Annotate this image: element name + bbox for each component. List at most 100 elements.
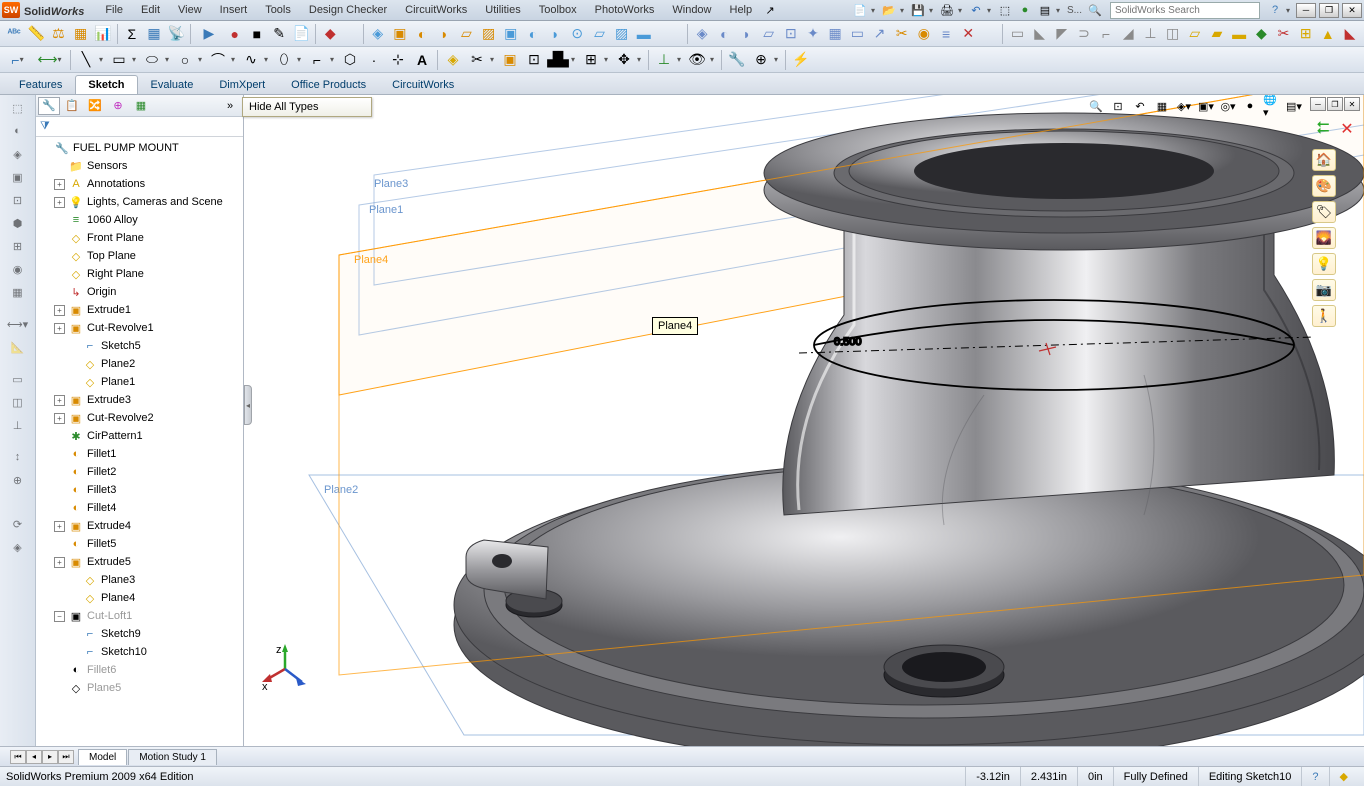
tree-item-sketch5[interactable]: ⌐Sketch5	[36, 337, 243, 355]
equations-icon[interactable]: Σ	[122, 23, 142, 45]
mirror-icon[interactable]: ▟▙	[547, 49, 569, 71]
sweep-icon[interactable]: ◗	[434, 23, 454, 45]
macro-icon[interactable]: ▶	[195, 23, 222, 45]
tab-nav-last[interactable]: ⏭	[58, 750, 74, 764]
vbtn-10[interactable]: ⟷▾	[3, 313, 33, 335]
move-icon[interactable]: ✥	[613, 49, 635, 71]
ribbon-tab-circuitworks[interactable]: CircuitWorks	[379, 75, 467, 94]
section-props-icon[interactable]: ▦	[71, 23, 91, 45]
sm-hem-icon[interactable]: ⊃	[1074, 23, 1094, 45]
bottom-tab-model[interactable]: Model	[78, 749, 127, 765]
tree-item-lights-cameras-and-scene[interactable]: +💡Lights, Cameras and Scene	[36, 193, 243, 211]
menu-edit[interactable]: Edit	[132, 2, 169, 18]
tree-item-plane1[interactable]: ◇Plane1	[36, 373, 243, 391]
vbtn-2[interactable]: ◐	[3, 120, 33, 142]
tree-tab-pin[interactable]: »	[219, 97, 241, 115]
macro-edit-icon[interactable]: ✎	[269, 23, 289, 45]
vbtn-16[interactable]: ⊕	[3, 469, 33, 491]
polygon-icon[interactable]: ⬡	[339, 49, 361, 71]
tree-item-fillet4[interactable]: ◐Fillet4	[36, 499, 243, 517]
boundary-icon[interactable]: ▨	[479, 23, 499, 45]
vbtn-4[interactable]: ▣	[3, 166, 33, 188]
ribbon-tab-features[interactable]: Features	[6, 75, 75, 94]
plane-icon[interactable]: ◈	[442, 49, 464, 71]
hu-cam-icon[interactable]: 📷	[1312, 279, 1336, 301]
tree-item-plane4[interactable]: ◇Plane4	[36, 589, 243, 607]
view-triad[interactable]: z x	[260, 644, 310, 694]
macro-new-icon[interactable]: 📄	[291, 23, 311, 45]
surf-radiate-icon[interactable]: ✦	[803, 23, 823, 45]
quick-snap-icon[interactable]: ⊕	[750, 49, 772, 71]
help-arrow-icon[interactable]: ↗	[761, 2, 779, 18]
bottom-tab-motion-study-1[interactable]: Motion Study 1	[128, 749, 217, 765]
tree-tab-property[interactable]: 📋	[61, 97, 83, 115]
sm-insert-icon[interactable]: ◆	[1251, 23, 1271, 45]
tree-item-plane5[interactable]: ◇Plane5	[36, 679, 243, 697]
menu-view[interactable]: View	[169, 2, 211, 18]
undo-icon[interactable]: ↶	[967, 2, 985, 18]
help-icon[interactable]: ?	[1266, 2, 1284, 18]
sm-edge-icon[interactable]: ◣	[1030, 23, 1050, 45]
hu-walk-icon[interactable]: 🚶	[1312, 305, 1336, 327]
vbtn-13[interactable]: ◫	[3, 391, 33, 413]
tree-item-origin[interactable]: ↳Origin	[36, 283, 243, 301]
tab-nav-first[interactable]: ⏮	[10, 750, 26, 764]
hide-show-icon[interactable]: ◎▾	[1218, 97, 1238, 115]
menu-help[interactable]: Help	[721, 2, 762, 18]
save-icon[interactable]: 💾	[909, 2, 927, 18]
spline-icon[interactable]: ∿	[240, 49, 262, 71]
tree-tab-feature[interactable]: 🔧	[38, 97, 60, 115]
tab-nav-next[interactable]: ▸	[42, 750, 58, 764]
sensor-icon[interactable]: 📡	[166, 23, 186, 45]
apply-scene-icon[interactable]: 🌐▾	[1262, 97, 1282, 115]
surf-planar-icon[interactable]: ▭	[847, 23, 867, 45]
extrude-icon[interactable]: ▣	[390, 23, 410, 45]
cut-boundary-icon[interactable]: ▨	[612, 23, 632, 45]
sm-close-icon[interactable]: ◫	[1163, 23, 1183, 45]
cancel-icon[interactable]: ✕	[1336, 119, 1358, 139]
vbtn-11[interactable]: 📐	[3, 336, 33, 358]
ribbon-tab-dimxpert[interactable]: DimXpert	[206, 75, 278, 94]
sm-lofted-icon[interactable]: ▲	[1318, 23, 1338, 45]
sm-fold-icon[interactable]: ▰	[1207, 23, 1227, 45]
vbtn-3[interactable]: ◈	[3, 143, 33, 165]
tree-item-plane2[interactable]: ◇Plane2	[36, 355, 243, 373]
centerline-icon[interactable]: ⊹	[387, 49, 409, 71]
vbtn-17[interactable]: ⟳	[3, 513, 33, 535]
menu-design-checker[interactable]: Design Checker	[300, 2, 396, 18]
surf-delete-icon[interactable]: ✕	[958, 23, 978, 45]
tree-item-fillet5[interactable]: ◐Fillet5	[36, 535, 243, 553]
trim-icon[interactable]: ✂	[466, 49, 488, 71]
text-icon[interactable]: A	[411, 49, 433, 71]
tree-item-sketch9[interactable]: ⌐Sketch9	[36, 625, 243, 643]
menu-tools[interactable]: Tools	[256, 2, 300, 18]
hole-icon[interactable]: ⊙	[567, 23, 587, 45]
thicken-icon[interactable]: ▬	[634, 23, 654, 45]
surf-mid-icon[interactable]: ≡	[936, 23, 956, 45]
sketch-icon[interactable]: ⌐▾	[4, 49, 34, 71]
tree-item-extrude5[interactable]: +▣Extrude5	[36, 553, 243, 571]
tree-item-fillet3[interactable]: ◐Fillet3	[36, 481, 243, 499]
tree-item-annotations[interactable]: +AAnnotations	[36, 175, 243, 193]
tree-item-top-plane[interactable]: ◇Top Plane	[36, 247, 243, 265]
tree-item-sensors[interactable]: 📁Sensors	[36, 157, 243, 175]
vbtn-1[interactable]: ⬚	[3, 97, 33, 119]
circle-icon[interactable]: ○	[174, 49, 196, 71]
vbtn-8[interactable]: ◉	[3, 258, 33, 280]
vp-minimize[interactable]: ─	[1310, 97, 1326, 111]
tree-item-extrude1[interactable]: +▣Extrude1	[36, 301, 243, 319]
hu-decal-icon[interactable]: 🏷	[1312, 201, 1336, 223]
surf-extrude-icon[interactable]: ◈	[692, 23, 712, 45]
tab-nav-prev[interactable]: ◂	[26, 750, 42, 764]
surf-revolve-icon[interactable]: ◐	[714, 23, 734, 45]
line-icon[interactable]: ╲	[75, 49, 97, 71]
tree-root[interactable]: 🔧 FUEL PUMP MOUNT	[36, 139, 243, 157]
surf-extend-icon[interactable]: ↗	[869, 23, 889, 45]
spellcheck-icon[interactable]: ᴬᴮᶜ	[4, 23, 24, 45]
confirm-icon[interactable]: ⮄	[1312, 119, 1334, 139]
vp-restore[interactable]: ❐	[1327, 97, 1343, 111]
cut-loft-icon[interactable]: ▱	[589, 23, 609, 45]
sm-sketch-icon[interactable]: ◢	[1118, 23, 1138, 45]
section-view-icon[interactable]: ▦	[1152, 97, 1172, 115]
panel-collapse-handle[interactable]: ◂	[244, 385, 252, 425]
